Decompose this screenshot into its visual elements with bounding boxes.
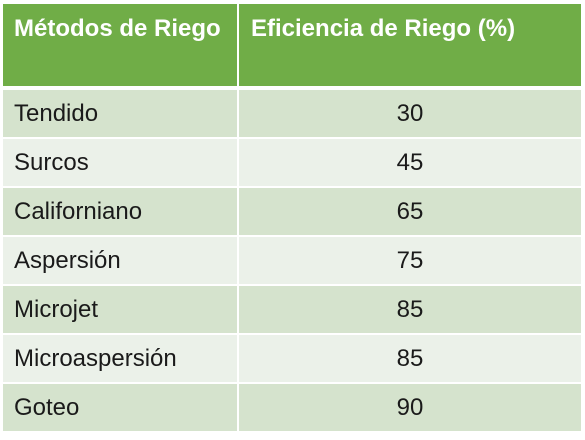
table-header-row: Métodos de Riego Eficiencia de Riego (%) (3, 4, 581, 90)
method-cell: Tendido (14, 99, 99, 127)
method-cell: Californiano (14, 197, 143, 225)
irrigation-efficiency-table: Métodos de Riego Eficiencia de Riego (%)… (3, 4, 581, 433)
efficiency-cell: 75 (237, 237, 581, 284)
method-cell: Surcos (14, 148, 89, 176)
method-cell: Aspersión (14, 246, 121, 274)
table-row: Microjet 85 (3, 286, 581, 335)
table-row: Microaspersión 85 (3, 335, 581, 384)
efficiency-cell: 85 (237, 335, 581, 382)
table-row: Tendido 30 (3, 90, 581, 139)
table-row: Aspersión 75 (3, 237, 581, 286)
method-cell: Microjet (14, 295, 99, 323)
efficiency-cell: 85 (237, 286, 581, 333)
header-methods: Métodos de Riego (14, 15, 221, 42)
table-row: Goteo 90 (3, 384, 581, 433)
table-row: Californiano 65 (3, 188, 581, 237)
method-cell: Goteo (14, 393, 80, 421)
efficiency-cell: 65 (237, 188, 581, 235)
header-efficiency: Eficiencia de Riego (%) (237, 4, 581, 86)
efficiency-cell: 45 (237, 139, 581, 186)
efficiency-cell: 30 (237, 90, 581, 137)
efficiency-cell: 90 (237, 384, 581, 431)
table-row: Surcos 45 (3, 139, 581, 188)
method-cell: Microaspersión (14, 344, 177, 372)
